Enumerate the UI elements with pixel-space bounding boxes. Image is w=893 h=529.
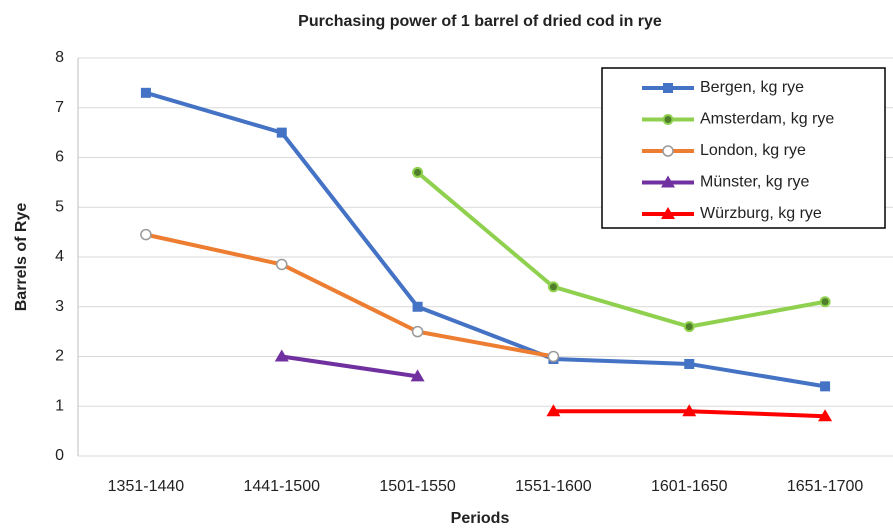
x-tick-label: 1551-1600: [515, 478, 592, 495]
legend-label: London, kg rye: [700, 142, 806, 159]
y-tick-label: 1: [55, 397, 64, 414]
line: [281, 354, 418, 379]
y-tick-label: 0: [55, 447, 64, 464]
legend-marker: [663, 83, 673, 93]
line: [416, 170, 826, 329]
x-tick-label: 1601-1650: [651, 478, 728, 495]
point: [684, 358, 695, 369]
point: [819, 296, 831, 308]
y-tick-label: 7: [55, 99, 64, 116]
legend-label: Würzburg, kg rye: [700, 205, 822, 222]
legend-label: Münster, kg rye: [700, 174, 809, 191]
point: [412, 301, 423, 312]
y-tick-label: 2: [55, 348, 64, 365]
point: [140, 87, 151, 98]
y-tick-label: 6: [55, 149, 64, 166]
x-axis-label: Periods: [451, 510, 510, 527]
line: [145, 232, 554, 359]
y-tick-label: 3: [55, 298, 64, 315]
point: [276, 258, 288, 271]
point: [276, 127, 287, 138]
point: [412, 166, 424, 178]
point: [818, 409, 833, 422]
y-tick-label: 4: [55, 248, 64, 265]
point: [820, 381, 831, 392]
point: [682, 404, 697, 417]
point: [140, 228, 152, 241]
point: [411, 325, 424, 338]
point: [683, 321, 695, 333]
point: [410, 369, 425, 382]
legend-marker: [662, 114, 674, 125]
chart-title: Purchasing power of 1 barrel of dried co…: [298, 13, 662, 30]
point: [274, 349, 289, 362]
legend-box: [601, 67, 886, 229]
x-tick-label: 1441-1500: [243, 478, 320, 495]
x-tick-label: 1351-1440: [108, 478, 185, 495]
point: [547, 350, 560, 363]
y-tick-label: 8: [55, 49, 64, 66]
y-axis-label: Barrels of Rye: [13, 203, 30, 312]
legend-label: Bergen, kg rye: [700, 79, 804, 96]
point: [546, 404, 561, 417]
legend-marker: [662, 145, 674, 157]
legend-marker: [661, 175, 675, 188]
legend-label: Amsterdam, kg rye: [700, 111, 834, 128]
x-tick-label: 1651-1700: [787, 478, 864, 495]
x-tick-label: 1501-1550: [379, 478, 456, 495]
legend-marker: [661, 207, 675, 219]
point: [547, 281, 559, 293]
y-tick-label: 5: [55, 198, 64, 215]
line: [145, 90, 826, 389]
